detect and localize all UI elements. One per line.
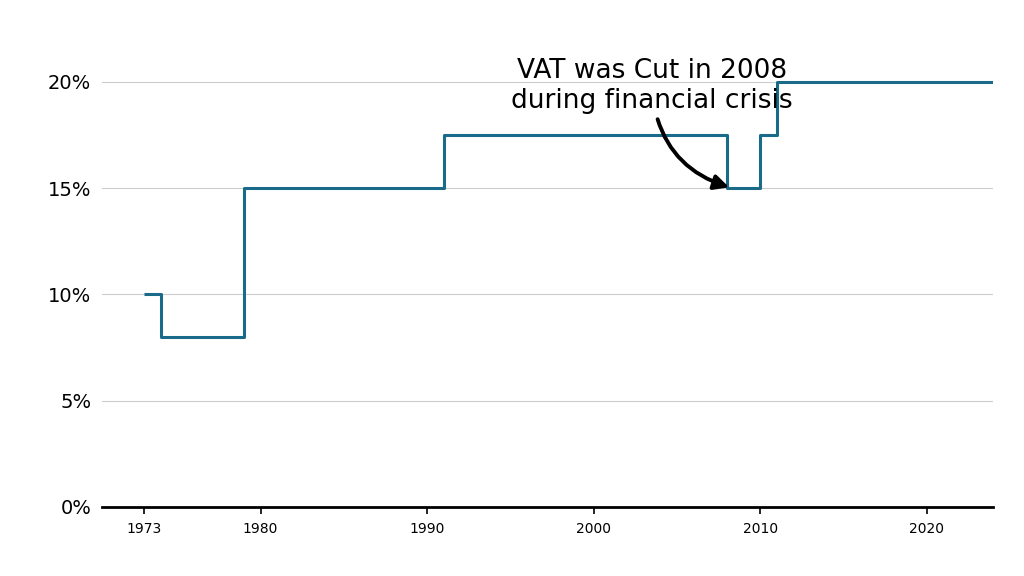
Text: VAT was Cut in 2008
during financial crisis: VAT was Cut in 2008 during financial cri… <box>511 58 793 188</box>
